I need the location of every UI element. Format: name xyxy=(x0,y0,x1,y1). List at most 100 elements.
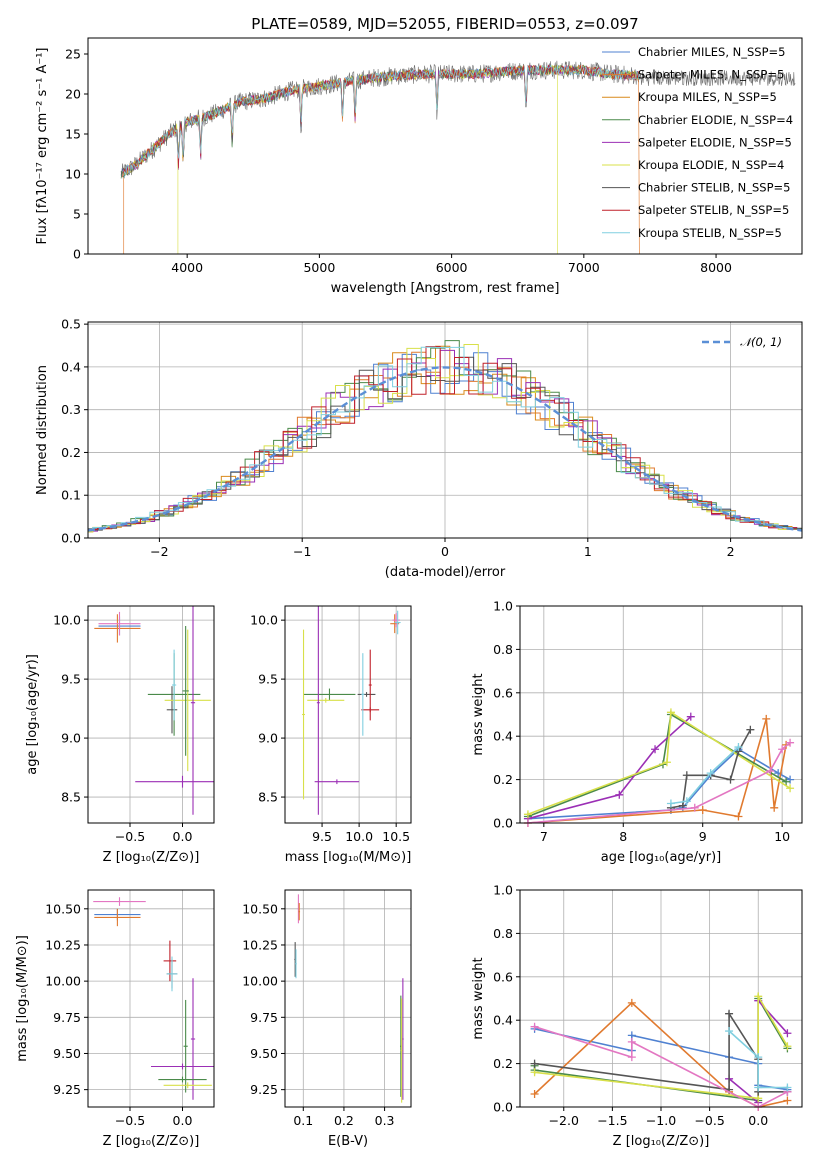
mass-weight-line xyxy=(527,718,787,823)
mass-weight-marker xyxy=(766,766,775,775)
y-axis-label: mass weight xyxy=(471,957,486,1039)
residual-histogram-step xyxy=(88,352,802,530)
age-vs-mass-panel: 9.5 10.0 10.5 8.5 9.0 9.5 10.0 mass [log₁₀(M/M⊙… xyxy=(250,605,412,865)
mass-weight-marker xyxy=(706,769,715,778)
x-tick-label: 10 xyxy=(774,829,790,844)
x-axis-label: Z [log₁₀(Z/Z⊙)] xyxy=(103,1134,200,1149)
mass-weight-marker xyxy=(726,775,735,784)
mass-weight-marker xyxy=(627,1053,636,1062)
y-tick-label: 0.1 xyxy=(61,488,81,503)
y-tick-label: 9.75 xyxy=(53,1010,81,1025)
model-spectrum-line xyxy=(120,64,640,176)
x-tick-label: 2 xyxy=(727,544,735,559)
mass-weight-marker xyxy=(686,712,695,721)
y-tick-label: 10.00 xyxy=(242,974,278,989)
y-tick-label: 0.5 xyxy=(61,317,81,332)
x-tick-label: 0.0 xyxy=(748,1113,768,1128)
model-spectrum-line xyxy=(122,64,639,177)
y-tick-label: 0.2 xyxy=(61,445,81,460)
y-tick-label: 0.4 xyxy=(61,359,81,374)
mass-weight-marker xyxy=(666,708,675,717)
mass-weight-marker xyxy=(523,810,532,819)
legend-label: Kroupa STELIB, N_SSP=5 xyxy=(638,226,782,240)
residual-histogram-step xyxy=(88,356,802,531)
mass-weight-marker xyxy=(530,1022,539,1031)
axes-frame xyxy=(87,605,215,824)
y-tick-label: 9.5 xyxy=(258,672,278,687)
x-tick-label: 4000 xyxy=(171,260,203,275)
mass-weight-marker xyxy=(662,758,671,767)
mass-weight-marker xyxy=(783,1083,792,1092)
legend-label: Kroupa ELODIE, N_SSP=4 xyxy=(638,158,784,172)
mass-weight-line xyxy=(534,1010,788,1093)
y-tick-label: 10.00 xyxy=(45,974,81,989)
y-tick-label: 0.6 xyxy=(493,685,513,700)
x-tick-label: 7 xyxy=(540,829,548,844)
x-axis-label: E(B-V) xyxy=(328,1134,368,1149)
mass-weight-marker xyxy=(725,1009,734,1018)
x-tick-label: 9.5 xyxy=(312,829,332,844)
mass-weight-marker xyxy=(690,803,699,812)
y-tick-label: 10.50 xyxy=(45,901,81,916)
mass-weight-line xyxy=(534,993,789,1100)
mass-weight-vs-metallicity-panel: −2.0 −1.5 −1.0 −0.5 0.0 0.0 0.2 0.4 0.6 0.8 1.0 Z [… xyxy=(471,883,803,1149)
y-tick-label: 15 xyxy=(65,127,81,142)
x-tick-label: 8 xyxy=(619,829,627,844)
axes-frame xyxy=(87,37,803,255)
y-tick-label: 0.0 xyxy=(493,1100,513,1115)
x-tick-label: −0.5 xyxy=(115,1113,145,1128)
y-tick-label: 9.0 xyxy=(258,731,278,746)
mass-weight-line xyxy=(527,716,692,820)
y-tick-label: 0 xyxy=(73,247,81,262)
axes-frame xyxy=(284,889,412,1108)
mass-weight-marker xyxy=(786,784,795,793)
mass-weight-marker xyxy=(783,1042,792,1051)
y-tick-label: 0.4 xyxy=(493,729,513,744)
y-tick-label: 1.0 xyxy=(493,599,513,614)
legend-label: Chabrier STELIB, N_SSP=5 xyxy=(638,181,790,195)
y-axis-label: age [log₁₀(age/yr)] xyxy=(25,654,40,775)
y-tick-label: 10.25 xyxy=(45,937,81,952)
y-tick-label: 0.0 xyxy=(493,816,513,831)
y-tick-label: 9.25 xyxy=(250,1082,278,1097)
legend-label: Kroupa MILES, N_SSP=5 xyxy=(638,90,777,104)
mass-weight-marker xyxy=(651,745,660,754)
mass-weight-line xyxy=(728,1030,788,1089)
x-tick-label: −2 xyxy=(150,544,168,559)
mass-weight-line xyxy=(670,746,740,805)
y-tick-label: 10.25 xyxy=(242,937,278,952)
y-tick-label: 10.0 xyxy=(250,613,278,628)
legend-label: Salpeter MILES, N_SSP=5 xyxy=(638,68,784,82)
y-tick-label: 0.8 xyxy=(493,642,513,657)
x-tick-label: 5000 xyxy=(303,260,335,275)
x-axis-label: Z [log₁₀(Z/Z⊙)] xyxy=(613,1134,710,1149)
x-tick-label: 0.2 xyxy=(334,1113,354,1128)
legend-label: Chabrier ELODIE, N_SSP=4 xyxy=(638,113,793,127)
mass-weight-marker xyxy=(530,1068,539,1077)
mass-weight-marker xyxy=(615,790,624,799)
y-tick-label: 10 xyxy=(65,167,81,182)
mass-weight-marker xyxy=(786,738,795,747)
gaussian-reference-curve xyxy=(88,366,802,532)
x-tick-label: 8000 xyxy=(700,260,732,275)
model-spectrum-line xyxy=(122,64,640,254)
mass-weight-marker xyxy=(698,805,707,814)
legend-label: Salpeter ELODIE, N_SSP=5 xyxy=(638,135,792,149)
mass-weight-marker xyxy=(627,998,636,1007)
x-tick-label: 0 xyxy=(441,544,449,559)
mass-weight-line xyxy=(527,742,791,823)
axes-frame xyxy=(519,889,803,1108)
y-tick-label: 0.2 xyxy=(493,1056,513,1071)
legend-label: Salpeter STELIB, N_SSP=5 xyxy=(638,203,789,217)
y-tick-label: 1.0 xyxy=(493,883,513,898)
y-axis-label: mass weight xyxy=(471,673,486,755)
x-tick-label: 0.1 xyxy=(293,1113,313,1128)
y-tick-label: 9.0 xyxy=(61,731,81,746)
x-tick-label: −2.0 xyxy=(549,1113,579,1128)
mass-weight-marker xyxy=(530,1059,539,1068)
x-tick-label: 9 xyxy=(699,829,707,844)
y-tick-label: 20 xyxy=(65,87,81,102)
x-tick-label: 10.0 xyxy=(345,829,373,844)
figure-title: PLATE=0589, MJD=52055, FIBERID=0553, z=0… xyxy=(251,15,638,33)
y-tick-label: 0.2 xyxy=(493,772,513,787)
